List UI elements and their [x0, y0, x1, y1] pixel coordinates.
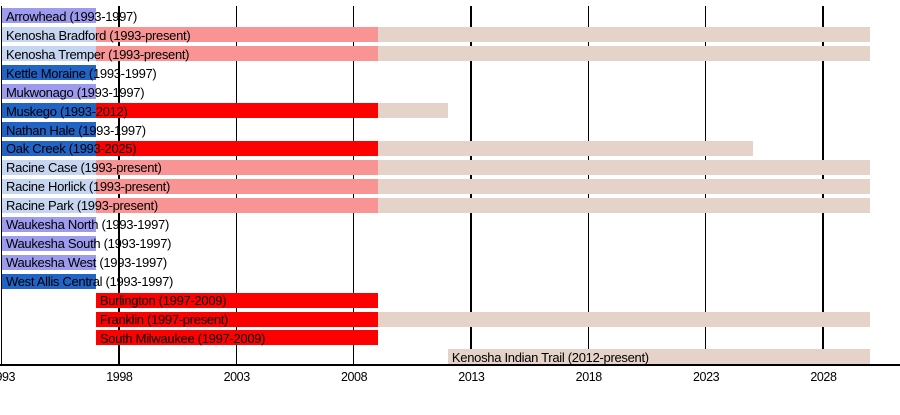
timeline-bar-segment — [95, 178, 378, 194]
timeline-bar-segment — [95, 311, 378, 327]
timeline-bar-segment — [2, 122, 96, 137]
timeline-bar-segment — [377, 197, 871, 213]
timeline-bar-segment — [447, 349, 871, 365]
row-label: West Allis Central (1993-1997) — [6, 274, 174, 290]
axis-tick-label: 1998 — [106, 370, 133, 384]
timeline-bar-segment — [95, 46, 378, 62]
timeline-bar-segment — [2, 27, 96, 43]
timeline-bar-segment — [2, 216, 96, 232]
timeline-bar-segment — [377, 140, 754, 156]
gridline — [0, 6, 3, 364]
timeline-bar-segment — [2, 84, 96, 100]
row-label: Oak Creek (1993-2025) — [6, 141, 137, 157]
axis-tick-label: 2013 — [458, 370, 485, 384]
row-label: Kenosha Tremper (1993-present) — [6, 46, 190, 62]
timeline-bar-segment — [2, 178, 96, 194]
axis-tick-label: 2008 — [340, 370, 368, 384]
row-label: Kettle Moraine (1993-1997) — [6, 65, 157, 81]
row-label: Waukesha West (1993-1997) — [6, 255, 167, 271]
timeline-bar-segment — [95, 140, 378, 156]
row-label: Mukwonago (1993-1997) — [6, 84, 145, 100]
timeline-bar-segment — [2, 46, 96, 62]
timeline-bar-segment — [2, 8, 96, 24]
row-label: Burlington (1997-2009) — [99, 293, 227, 309]
axis-tick-label: 1993 — [0, 370, 16, 384]
axis-tick-label: 2003 — [223, 370, 251, 384]
timeline-bar-segment — [2, 197, 96, 213]
timeline-bar-segment — [377, 46, 871, 62]
timeline-bar-segment — [95, 292, 378, 308]
row-label: Muskego (1993-2012) — [6, 103, 128, 119]
axis-tick-label: 2028 — [810, 370, 837, 384]
timeline-bar-segment — [2, 103, 96, 119]
timeline-bar-segment — [95, 197, 378, 213]
timeline-bar-segment — [95, 103, 378, 119]
row-label: Kenosha Indian Trail (2012-present) — [451, 349, 649, 365]
row-label: Racine Horlick (1993-present) — [6, 179, 170, 195]
axis-tick-label: 2018 — [575, 370, 603, 384]
row-label: Kenosha Bradford (1993-present) — [6, 27, 191, 43]
timeline-bar-segment — [2, 65, 96, 81]
timeline-bar-segment — [2, 273, 96, 289]
row-label: Franklin (1997-present) — [99, 312, 229, 327]
timeline-bar-segment — [377, 178, 871, 194]
timeline-bar-segment — [377, 311, 871, 327]
timeline-bar-segment — [95, 27, 378, 43]
row-label: Arrowhead (1993-1997) — [6, 8, 138, 24]
timeline-bar-segment — [95, 330, 378, 346]
row-label: Waukesha South (1993-1997) — [6, 236, 172, 252]
timeline-bar-segment — [95, 159, 378, 175]
timeline-bar-segment — [377, 103, 448, 119]
timeline-bar-segment — [377, 159, 871, 175]
row-label: Racine Case (1993-present) — [6, 160, 162, 176]
x-axis-line — [0, 364, 900, 366]
row-label: South Milwaukee (1997-2009) — [99, 330, 266, 346]
timeline-bar-segment — [377, 27, 871, 43]
timeline-bar-segment — [2, 159, 96, 175]
timeline-bar-segment — [2, 254, 96, 270]
axis-tick-label: 2023 — [692, 370, 720, 384]
timeline-bar-segment — [2, 235, 96, 251]
timeline-bar-segment — [2, 140, 96, 156]
row-label: Nathan Hale (1993-1997) — [6, 122, 146, 138]
row-label: Racine Park (1993-present) — [6, 198, 158, 214]
row-label: Waukesha North (1993-1997) — [6, 217, 169, 233]
